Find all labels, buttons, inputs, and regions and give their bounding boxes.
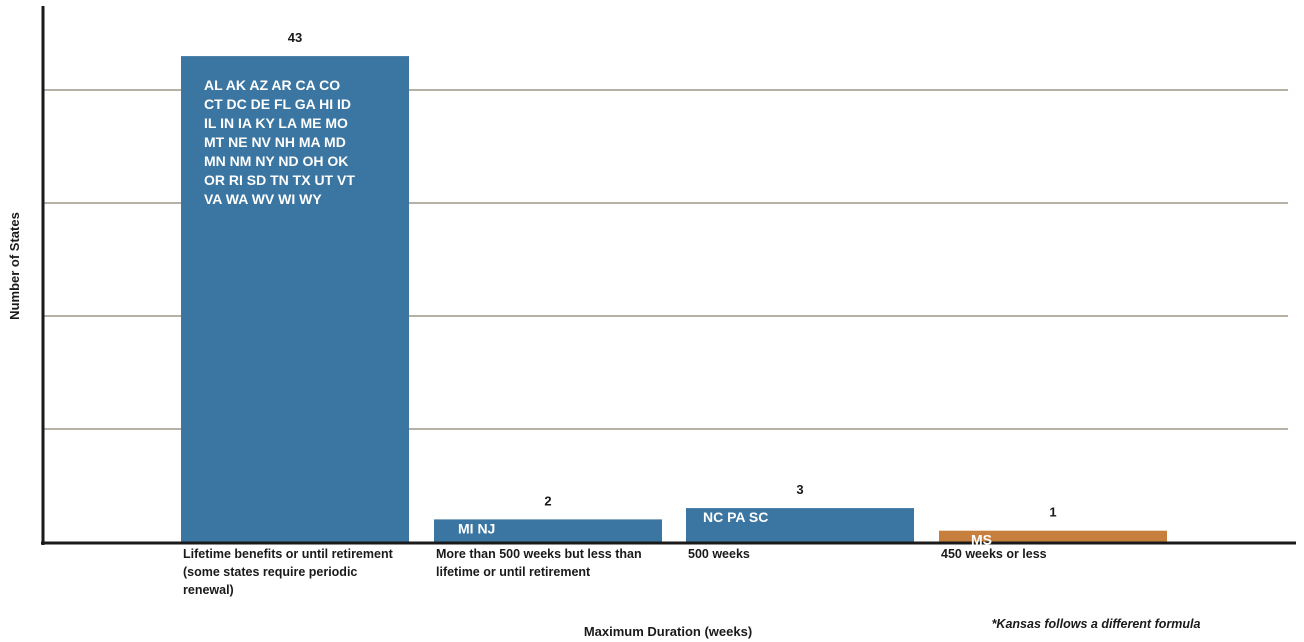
- category-label: (some states require periodic: [183, 565, 357, 579]
- value-label: 1: [1049, 505, 1056, 520]
- bar-state-label: MI NJ: [458, 520, 495, 536]
- bar: [434, 519, 662, 542]
- bar-state-label: NC PA SC: [703, 509, 768, 525]
- value-label: 2: [544, 493, 551, 508]
- bar-state-label: MN NM NY ND OH OK: [204, 153, 348, 169]
- bar-state-label: MT NE NV NH MA MD: [204, 134, 346, 150]
- bar-state-label: AL AK AZ AR CA CO: [204, 77, 340, 93]
- footnote: *Kansas follows a different formula: [992, 617, 1201, 631]
- bar: [686, 508, 914, 542]
- bar-state-label: MS: [971, 532, 992, 548]
- x-axis-title: Maximum Duration (weeks): [584, 624, 752, 639]
- category-label: 450 weeks or less: [941, 547, 1047, 561]
- category-label: More than 500 weeks but less than: [436, 547, 642, 561]
- bar: [939, 530, 1167, 542]
- y-axis-title: Number of States: [7, 212, 22, 320]
- category-label: lifetime or until retirement: [436, 565, 591, 579]
- bar-state-label: OR RI SD TN TX UT VT: [204, 172, 355, 188]
- bar-state-label: VA WA WV WI WY: [204, 191, 322, 207]
- bar-state-label: CT DC DE FL GA HI ID: [204, 96, 351, 112]
- axes: [41, 6, 1296, 545]
- value-label: 3: [796, 482, 803, 497]
- bars: [181, 56, 1167, 542]
- bar-state-label: IL IN IA KY LA ME MO: [204, 115, 348, 131]
- bar: [181, 56, 409, 542]
- labels: 43 AL AK AZ AR CA CO CT DC DE FL GA HI ID I…: [183, 30, 1057, 597]
- category-label: renewal): [183, 583, 234, 597]
- category-label: 500 weeks: [688, 547, 750, 561]
- value-label: 43: [288, 30, 302, 45]
- category-label: Lifetime benefits or until retirement: [183, 547, 394, 561]
